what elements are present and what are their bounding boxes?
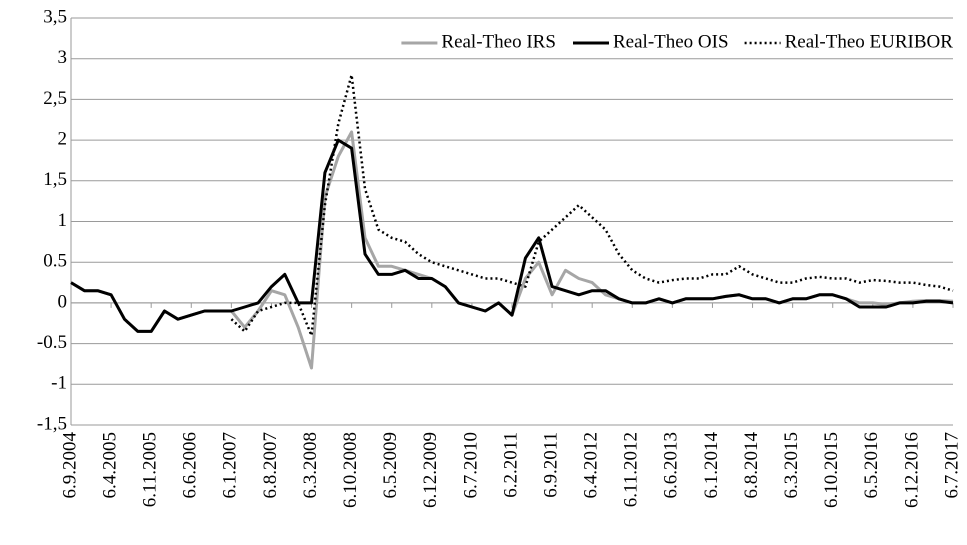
legend-label: Real-Theo EURIBOR <box>785 31 954 52</box>
x-tick-label: 6.3.2015 <box>781 432 802 499</box>
legend: Real-Theo IRS Real-Theo OIS Real-Theo EURI… <box>401 31 953 52</box>
y-tick-label: 2 <box>58 128 68 149</box>
y-tick-label: 3,5 <box>43 6 67 27</box>
y-tick-label: -0.5 <box>37 332 67 353</box>
y-tick-label: 3 <box>58 47 68 68</box>
x-tick-label: 6.6.2006 <box>180 432 201 499</box>
x-tick-label: 6.11.2012 <box>621 432 642 507</box>
x-tick-label: 6.11.2005 <box>140 432 161 507</box>
x-tick-label: 6.6.2013 <box>661 432 682 499</box>
x-tick-label: 6.12.2016 <box>901 432 922 508</box>
x-tick-label: 6.1.2014 <box>701 432 722 499</box>
x-tick-label: 6.9.2011 <box>540 432 561 498</box>
x-tick-label: 6.5.2016 <box>861 432 882 499</box>
x-tick-label: 6.7.2010 <box>460 432 481 499</box>
y-tick-label: 0.5 <box>43 251 67 272</box>
x-tick-label: 6.3.2008 <box>300 432 321 499</box>
y-tick-label: -1 <box>51 373 67 394</box>
x-tick-label: 6.8.2014 <box>741 432 762 499</box>
series-line <box>70 138 954 333</box>
x-tick-label: 6.4.2012 <box>581 432 602 499</box>
x-tick-label: 6.8.2007 <box>260 432 281 499</box>
x-tick-label: 6.7.2017 <box>941 432 962 499</box>
y-tick-label: 1 <box>58 210 68 231</box>
x-tick-label: 6.5.2009 <box>380 432 401 499</box>
x-tick-label: 6.9.2004 <box>59 432 80 499</box>
x-tick-label: 6.12.2009 <box>420 432 441 508</box>
legend-label: Real-Theo OIS <box>613 31 729 52</box>
y-tick-label: 1,5 <box>43 169 67 190</box>
x-tick-label: 6.1.2007 <box>220 432 241 499</box>
y-tick-label: 2,5 <box>43 88 67 109</box>
series-line <box>70 130 954 370</box>
x-tick-label: 6.10.2008 <box>340 432 361 508</box>
x-tick-label: 6.4.2005 <box>99 432 120 499</box>
x-tick-label: 6.2.2011 <box>500 432 521 498</box>
legend-label: Real-Theo IRS <box>441 31 556 52</box>
y-tick-label: 0 <box>58 291 68 312</box>
x-tick-label: 6.10.2015 <box>821 432 842 508</box>
y-tick-label: -1,5 <box>37 413 67 434</box>
series-line <box>230 73 954 337</box>
